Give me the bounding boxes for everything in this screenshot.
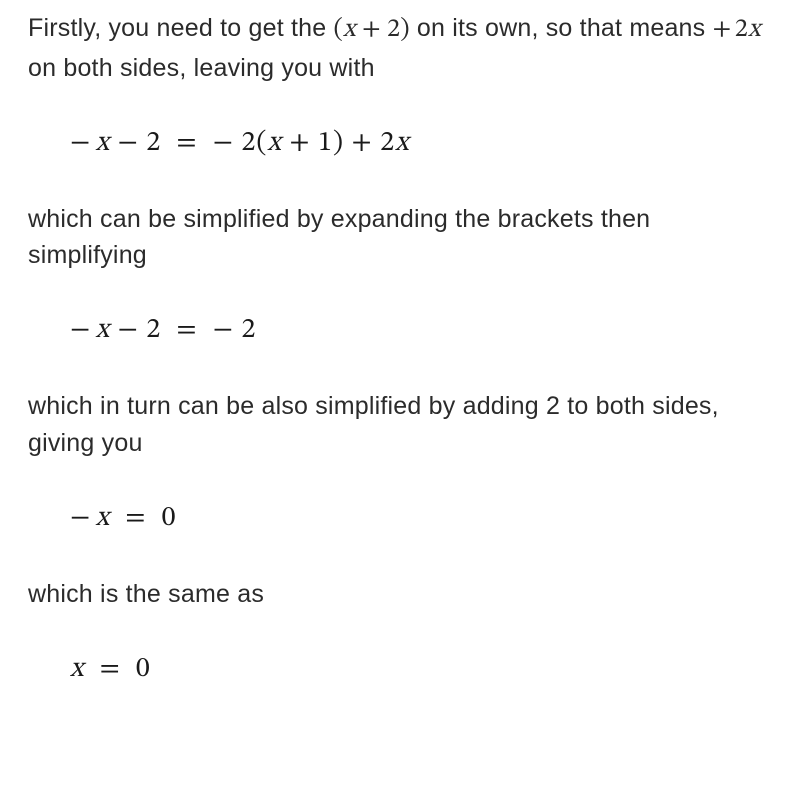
paragraph-1: Firstly, you need to get the (x + 2) on … bbox=[28, 10, 772, 86]
para1-text-b: on its own, so that means bbox=[410, 14, 713, 42]
para1-math-b: + 2x bbox=[713, 17, 761, 43]
equation-4: x = 0 bbox=[28, 612, 772, 727]
para1-text-c: on both sides, leaving you with bbox=[28, 54, 375, 82]
equation-1: − x − 2 = − 2(x + 1) + 2x bbox=[28, 86, 772, 201]
paragraph-3: which in turn can be also simplified by … bbox=[28, 388, 772, 461]
paragraph-2: which can be simplified by expanding the… bbox=[28, 201, 772, 274]
para1-text-a: Firstly, you need to get the bbox=[28, 14, 334, 42]
equation-3: − x = 0 bbox=[28, 461, 772, 576]
equation-2: − x − 2 = − 2 bbox=[28, 273, 772, 388]
paragraph-4: which is the same as bbox=[28, 576, 772, 612]
para1-math-a: (x + 2) bbox=[334, 17, 410, 43]
